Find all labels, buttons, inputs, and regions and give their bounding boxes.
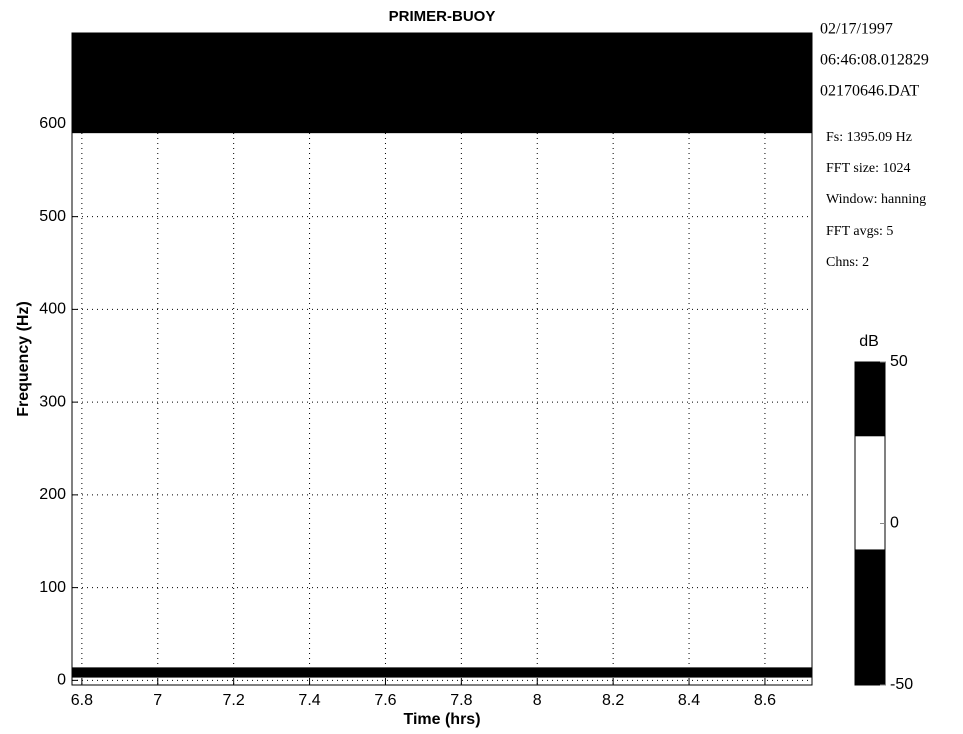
colorbar-tick-label: -50 [890, 676, 913, 693]
colorbar-segment [855, 549, 885, 685]
y-tick-label: 600 [39, 115, 66, 132]
colorbar-segment [855, 362, 885, 437]
x-tick-label: 7.8 [450, 692, 472, 709]
x-tick-label: 8.6 [754, 692, 776, 709]
y-tick-label: 300 [39, 393, 66, 410]
x-tick-label: 7.6 [374, 692, 396, 709]
x-tick-label: 7.4 [298, 692, 320, 709]
x-axis-label: Time (hrs) [403, 711, 480, 728]
y-tick-label: 100 [39, 579, 66, 596]
spectral-region [72, 667, 812, 678]
spectral-region [72, 33, 812, 134]
colorbar-tick-label: 50 [890, 353, 908, 370]
annotation: 02/17/1997 [820, 21, 893, 38]
annotation: 06:46:08.012829 [820, 52, 929, 69]
x-tick-label: 6.8 [71, 692, 93, 709]
y-tick-label: 0 [57, 672, 66, 689]
annotation: FFT size: 1024 [826, 161, 911, 176]
annotation: Window: hanning [826, 192, 926, 207]
x-tick-label: 7.2 [223, 692, 245, 709]
plot-frame [71, 32, 813, 686]
x-tick-label: 8.2 [602, 692, 624, 709]
annotation: FFT avgs: 5 [826, 224, 893, 239]
y-tick-label: 500 [39, 208, 66, 225]
y-tick-label: 200 [39, 486, 66, 503]
colorbar-segment [855, 436, 885, 550]
chart-title: PRIMER-BUOY [389, 8, 496, 25]
annotation: Chns: 2 [826, 255, 869, 270]
y-axis-label: Frequency (Hz) [15, 301, 32, 417]
colorbar-tick-label: 0 [890, 515, 899, 532]
x-tick-label: 7 [153, 692, 162, 709]
colorbar-label: dB [859, 333, 879, 350]
annotation: 02170646.DAT [820, 83, 919, 100]
x-tick-label: 8 [533, 692, 542, 709]
annotation: Fs: 1395.09 Hz [826, 130, 912, 145]
x-tick-label: 8.4 [678, 692, 700, 709]
y-tick-label: 400 [39, 301, 66, 318]
